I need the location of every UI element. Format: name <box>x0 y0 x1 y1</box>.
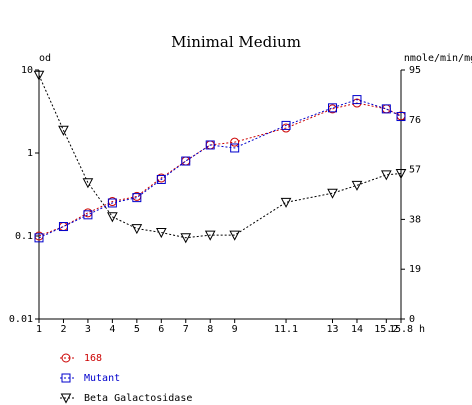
data-point <box>352 95 362 105</box>
data-point <box>280 197 292 208</box>
data-point <box>107 198 117 208</box>
left-tick-label: 10 <box>21 65 33 76</box>
data-point <box>83 210 93 220</box>
series-line <box>38 99 402 239</box>
left-tick-label: 1 <box>27 148 33 159</box>
data-point <box>83 208 93 218</box>
legend-item: Mutant <box>60 373 120 384</box>
data-point <box>381 104 391 114</box>
data-point <box>381 104 391 114</box>
x-tick-label: 15.8 <box>389 324 413 335</box>
right-tick-label: 38 <box>409 214 421 225</box>
data-point <box>327 188 338 199</box>
legend: 168 Mutant Beta Galactosidase <box>60 353 192 404</box>
x-tick-label: 5 <box>134 324 140 335</box>
data-point <box>204 230 216 241</box>
data-point <box>351 180 363 191</box>
data-point <box>380 170 392 181</box>
right-axis-label: nmole/min/mg <box>404 53 472 64</box>
right-tick-label: 57 <box>409 165 421 176</box>
right-tick-label: 19 <box>409 264 421 275</box>
data-point <box>34 233 44 243</box>
data-point <box>156 174 166 184</box>
left-tick-label: 0.1 <box>15 231 33 242</box>
data-point <box>205 140 215 150</box>
x-tick-label: 3 <box>85 324 91 335</box>
x-tick-label: 6 <box>158 324 164 335</box>
x-tick-label: 1 <box>36 324 42 335</box>
legend-item: 168 <box>60 353 102 364</box>
series-mutant <box>34 95 406 243</box>
tick-marks: 10 1 0.1 0.01 95 76 57 38 19 0 1 2 3 4 5 6 7 8 9 11.1 13 14 15… <box>9 65 421 335</box>
chart-title: Minimal Medium <box>171 33 301 51</box>
data-point <box>61 353 71 363</box>
data-point <box>58 222 68 232</box>
data-point <box>131 224 143 235</box>
data-point <box>230 143 240 153</box>
x-tick-label: 13 <box>326 324 338 335</box>
legend-label: 168 <box>84 353 102 364</box>
right-tick-label: 0 <box>409 314 415 325</box>
x-axis-unit-label: h <box>419 324 425 335</box>
series-layer <box>33 70 407 244</box>
data-point <box>60 393 72 404</box>
data-point <box>61 373 71 383</box>
data-point <box>107 212 118 223</box>
right-tick-label: 76 <box>409 115 421 126</box>
data-point <box>281 120 291 130</box>
legend-label: Mutant <box>84 373 120 384</box>
series-line <box>38 75 402 239</box>
data-point <box>58 222 68 232</box>
data-point <box>396 112 406 122</box>
x-tick-label: 2 <box>60 324 66 335</box>
data-point <box>328 103 338 113</box>
legend-label: Beta Galactosidase <box>84 393 192 404</box>
data-point <box>155 228 167 239</box>
data-point <box>33 70 45 81</box>
x-tick-label: 9 <box>232 324 238 335</box>
axes <box>38 70 402 320</box>
left-axis-label: od <box>39 53 51 64</box>
legend-item: Beta Galactosidase <box>60 393 192 404</box>
data-point <box>82 178 94 189</box>
data-point <box>58 125 69 136</box>
x-tick-label: 14 <box>351 324 363 335</box>
data-point <box>180 233 192 244</box>
right-tick-label: 95 <box>409 65 421 76</box>
data-point <box>181 156 191 166</box>
data-point <box>181 156 191 166</box>
data-point <box>132 193 142 203</box>
x-tick-label: 11.1 <box>274 324 298 335</box>
series-line <box>38 102 402 237</box>
x-tick-label: 7 <box>183 324 189 335</box>
data-point <box>395 169 407 180</box>
data-point <box>230 137 240 147</box>
left-tick-label: 0.01 <box>9 314 33 325</box>
x-tick-label: 4 <box>109 324 115 335</box>
x-tick-label: 15.2 <box>374 324 398 335</box>
series-beta-galactosidase <box>33 70 407 244</box>
data-point <box>229 230 241 241</box>
x-tick-label: 8 <box>207 324 213 335</box>
